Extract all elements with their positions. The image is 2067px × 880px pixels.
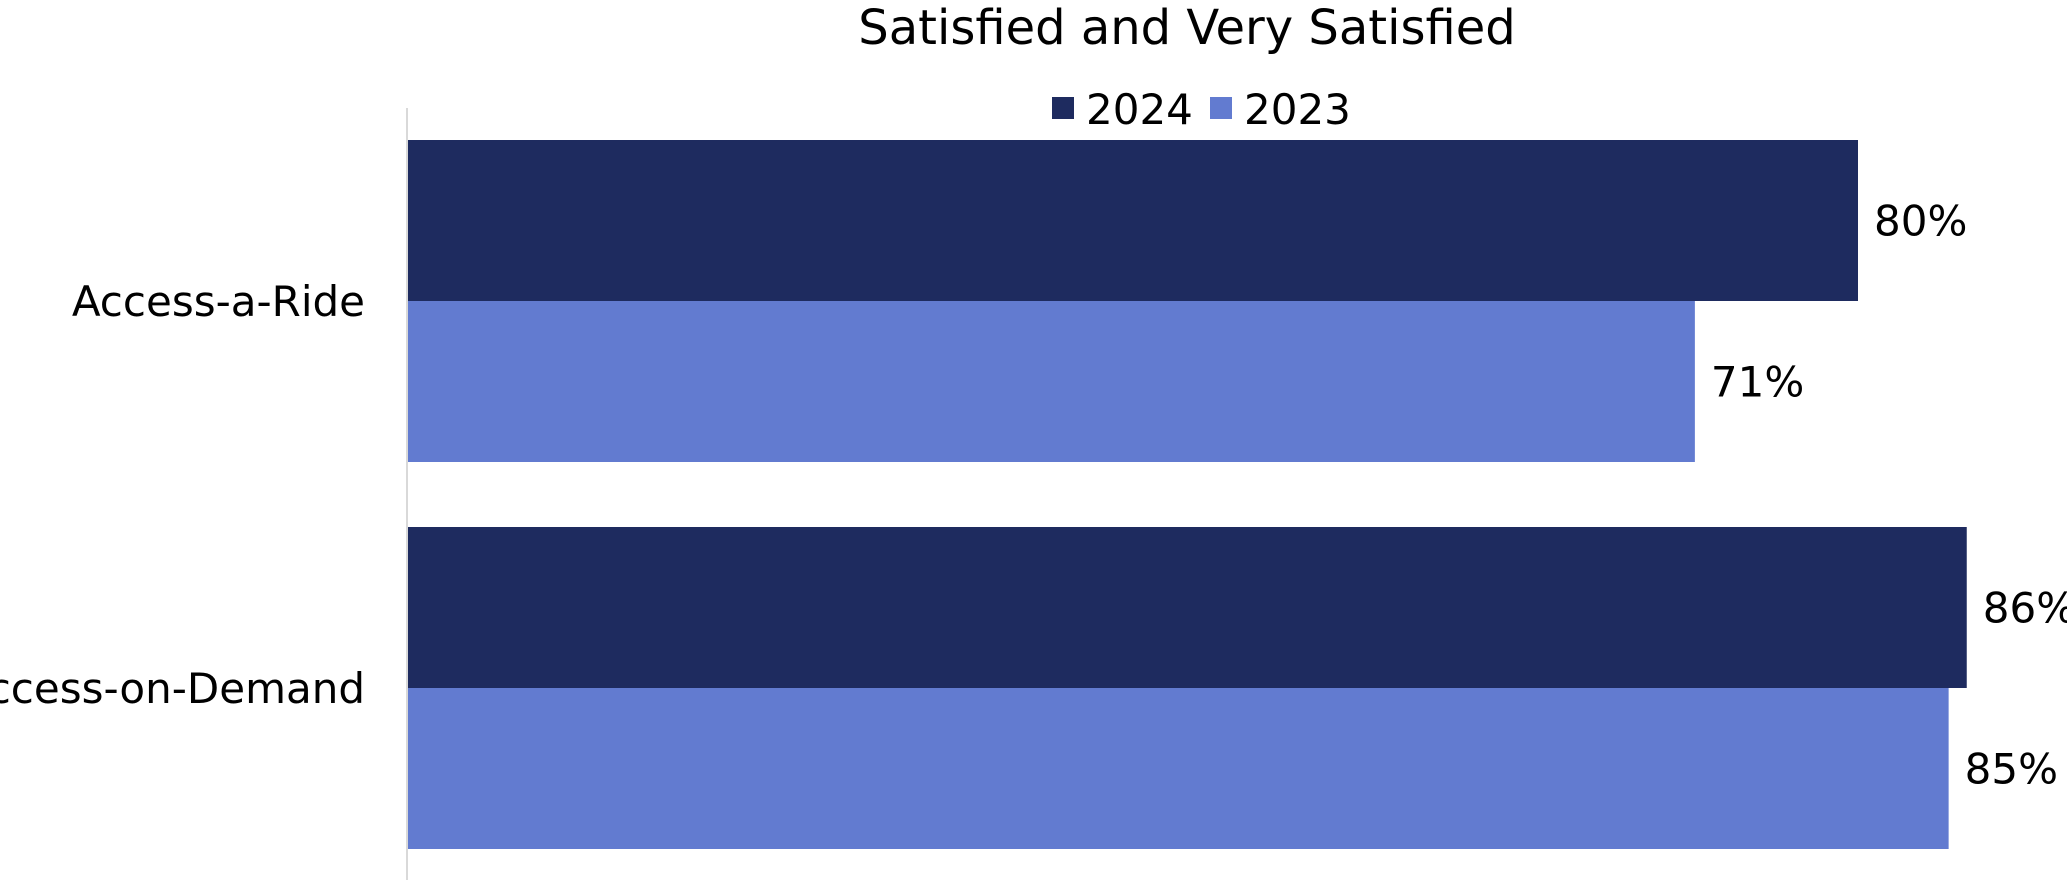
legend: 2024 2023: [1052, 85, 1351, 134]
category-label-access-a-ride: Access-a-Ride: [72, 277, 365, 326]
data-labels: 80% 71% 86% 85%: [1711, 197, 2067, 794]
category-label-access-on-demand: Access-on-Demand: [0, 664, 365, 713]
bar-access-on-demand-2023: [408, 688, 1949, 849]
bars: [408, 140, 1967, 849]
bar-access-on-demand-2024: [408, 527, 1967, 688]
bar-access-a-ride-2023: [408, 301, 1695, 462]
data-label-access-on-demand-2023: 85%: [1965, 745, 2058, 794]
legend-swatch-2023: [1210, 97, 1232, 119]
chart-title: Satisfied and Very Satisfied: [858, 0, 1515, 56]
legend-swatch-2024: [1052, 97, 1074, 119]
data-label-access-a-ride-2024: 80%: [1874, 197, 1967, 246]
data-label-access-on-demand-2024: 86%: [1983, 584, 2067, 633]
data-label-access-a-ride-2023: 71%: [1711, 358, 1804, 407]
legend-label-2023: 2023: [1244, 85, 1351, 134]
category-labels: Access-a-Ride Access-on-Demand: [0, 277, 365, 713]
legend-label-2024: 2024: [1086, 85, 1193, 134]
bar-access-a-ride-2024: [408, 140, 1858, 301]
